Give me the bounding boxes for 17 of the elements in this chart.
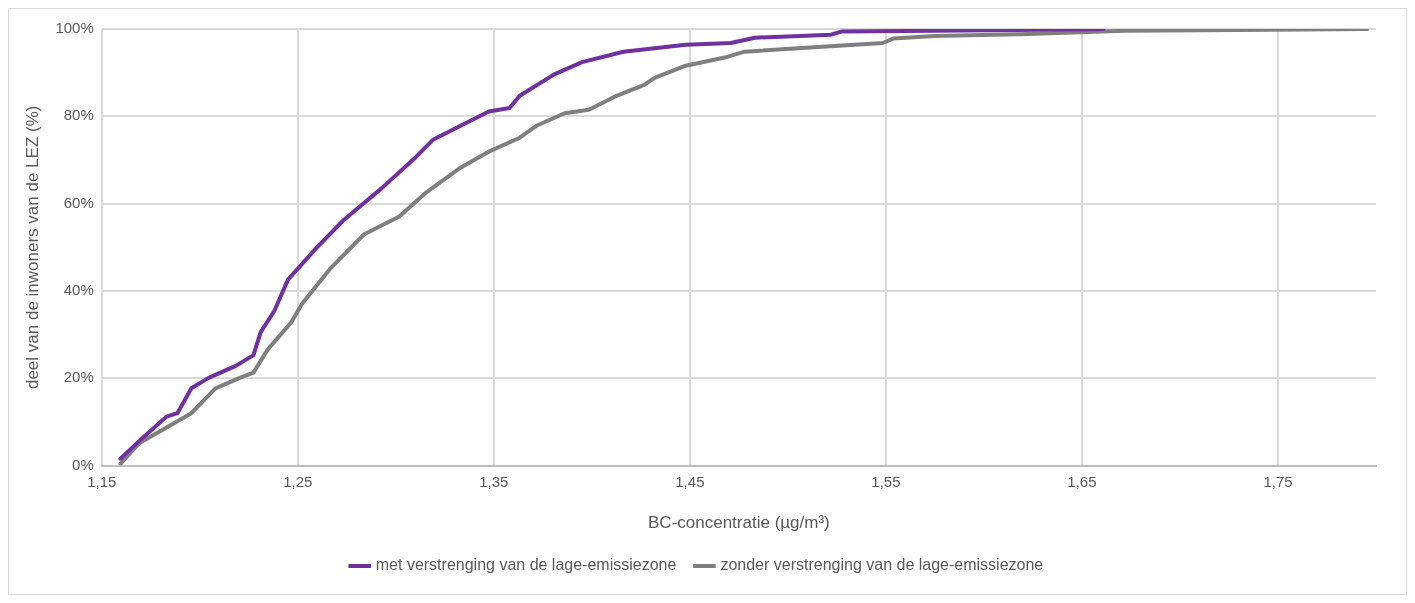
x-tick-label: 1,45 <box>675 472 705 490</box>
x-axis-title: BC-concentratie (µg/m³) <box>648 513 830 533</box>
y-tick-label: 100% <box>55 19 94 37</box>
x-tick-label: 1,75 <box>1263 472 1293 490</box>
x-tick-label: 1,15 <box>87 472 117 490</box>
legend-label: zonder verstrenging van de lage-emissiezone <box>720 556 1044 574</box>
y-tick-label: 20% <box>63 368 94 386</box>
y-axis-title: deel van de inwoners van de LEZ (%) <box>22 105 42 390</box>
y-tick-label: 60% <box>63 193 94 211</box>
x-tick-label: 1,25 <box>283 472 313 490</box>
x-tick-label: 1,35 <box>479 472 509 490</box>
y-tick-label: 80% <box>63 106 94 124</box>
y-tick-label: 0% <box>72 455 94 473</box>
y-tick-label: 40% <box>63 281 94 299</box>
x-tick-label: 1,55 <box>871 472 901 490</box>
x-tick-label: 1,65 <box>1067 472 1097 490</box>
legend-label: met verstrenging van de lage-emissiezone <box>375 556 677 574</box>
